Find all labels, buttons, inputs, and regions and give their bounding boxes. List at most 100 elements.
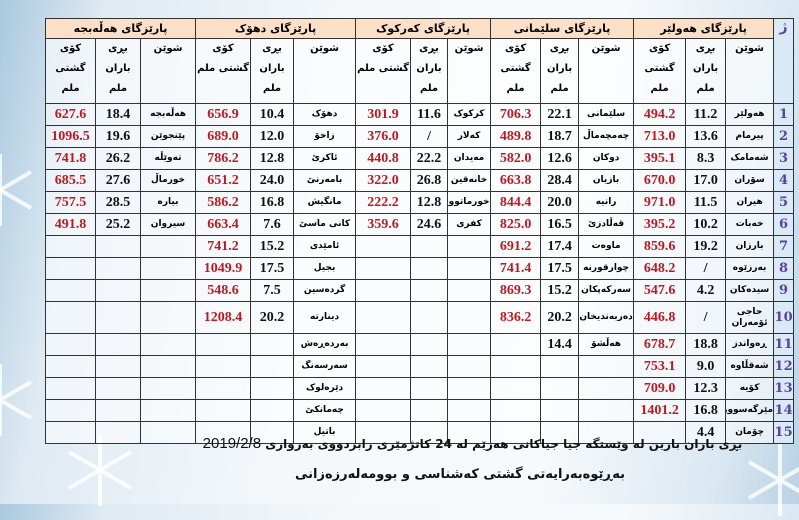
station-name: سلێمانی [578, 103, 635, 126]
province-header: پارێزگای سلێمانی [490, 18, 635, 39]
rainfall-value: / [685, 301, 727, 334]
rainfall-value: 19.2 [685, 235, 727, 258]
total-rainfall-value: 709.0 [633, 377, 687, 400]
rainfall-value [95, 421, 142, 444]
table-row: 5 هیران 11.5 971.0 رانیە 20.0 844.4 خورماتوو 12.… [44, 191, 795, 214]
total-rainfall-value: 1096.5 [44, 125, 97, 148]
rainfall-value: 27.6 [95, 169, 142, 192]
station-name [140, 333, 197, 356]
report-date: 2019/2/8 [202, 435, 262, 452]
total-rainfall-value [195, 377, 252, 400]
rainfall-value [95, 279, 142, 302]
total-rainfall-value: 395.1 [633, 147, 687, 170]
station-name [447, 355, 492, 378]
total-rainfall-value [44, 257, 97, 280]
total-rainfall-value: 651.2 [195, 169, 252, 192]
total-rainfall-value: 1401.2 [633, 399, 687, 422]
station-name: باتیل [293, 421, 357, 444]
station-name: سیدەکان [725, 279, 775, 302]
total-rainfall-value [355, 301, 412, 334]
total-header: کۆی گشتی ملم [44, 38, 97, 104]
station-name [140, 301, 197, 334]
row-number: 8 [773, 257, 795, 280]
table-row: 12 شەقڵاوە 9.0 753.1 سەرسەنگ [44, 355, 795, 378]
row-number: 2 [773, 125, 795, 148]
rainfall-value [540, 377, 580, 400]
rainfall-value [410, 377, 449, 400]
total-rainfall-value [44, 399, 97, 422]
table-row: 10 حاجی ئۆمەران/446.8 دەربەندیخان 20.2 836.2… [44, 301, 795, 334]
rainfall-value: 10.2 [685, 213, 727, 236]
station-name: سیروان [140, 213, 197, 236]
station-name: مێرگەسوور [725, 399, 775, 422]
row-number: 6 [773, 213, 795, 236]
total-rainfall-value [355, 333, 412, 356]
station-name: پیرمام [725, 125, 775, 148]
station-name [447, 301, 492, 334]
place-header: شوێن [140, 38, 197, 104]
row-number: 12 [773, 355, 795, 378]
place-header: شوێن [293, 38, 357, 104]
rainfall-value [410, 355, 449, 378]
total-rainfall-value: 582.0 [490, 147, 542, 170]
table-row: 13 کۆیە 12.3 709.0 دێرەلوک [44, 377, 795, 400]
total-rainfall-value: 586.2 [195, 191, 252, 214]
rainfall-value: / [685, 257, 727, 280]
rainfall-value [410, 235, 449, 258]
snowflake-decoration-icon [0, 154, 33, 226]
total-rainfall-value [44, 421, 97, 444]
rainfall-value [250, 421, 295, 444]
total-rainfall-value [44, 355, 97, 378]
station-name: هەولێر [725, 103, 775, 126]
station-name: مانگیش [293, 191, 357, 214]
rainfall-value: 16.5 [540, 213, 580, 236]
station-name [578, 377, 635, 400]
rainfall-value [250, 333, 295, 356]
total-rainfall-value [355, 355, 412, 378]
station-name: کانی ماسێ [293, 213, 357, 236]
total-rainfall-value: 548.6 [195, 279, 252, 302]
rainfall-value: 26.8 [410, 169, 449, 192]
station-name [447, 235, 492, 258]
row-number: 1 [773, 103, 795, 126]
total-rainfall-value: 753.1 [633, 355, 687, 378]
total-rainfall-value: 656.9 [195, 103, 252, 126]
station-name [140, 377, 197, 400]
total-rainfall-value [195, 333, 252, 356]
total-rainfall-value: 663.4 [195, 213, 252, 236]
station-name: شەقڵاوە [725, 355, 775, 378]
total-rainfall-value: 713.0 [633, 125, 687, 148]
rainfall-value [95, 301, 142, 334]
station-name [140, 355, 197, 378]
station-name: کەلار [447, 125, 492, 148]
station-name: سەرکەپکان [578, 279, 635, 302]
organization-name: بەڕێوەبەرایەتی گشتی کەشناسی و بوومەلەرزە… [294, 467, 626, 482]
rainfall-value: 16.8 [685, 399, 727, 422]
rainfall-value: 13.6 [685, 125, 727, 148]
table-row: 6 خەبات 10.2 395.2 قەڵادزێ 16.5 825.0 کفری 24.6 3… [44, 213, 795, 236]
station-name: حاجی ئۆمەران [725, 301, 775, 334]
rainfall-value: 16.8 [250, 191, 295, 214]
total-rainfall-value [195, 421, 252, 444]
row-number: 5 [773, 191, 795, 214]
row-number: 4 [773, 169, 795, 192]
station-name: تەوێڵە [140, 147, 197, 170]
rainfall-value: 28.5 [95, 191, 142, 214]
station-name [140, 257, 197, 280]
rainfall-value [410, 399, 449, 422]
rainfall-value [95, 399, 142, 422]
province-header: پارێزگای هەڵەبجە [44, 18, 197, 39]
total-rainfall-value [44, 301, 97, 334]
station-name: پێنجوێن [140, 125, 197, 148]
station-name [447, 279, 492, 302]
station-name: سەرسەنگ [293, 355, 357, 378]
rain-header: بڕی باران ملم [685, 38, 727, 104]
total-rainfall-value: 663.8 [490, 169, 542, 192]
total-rainfall-value [355, 235, 412, 258]
total-header: کۆی گشتی ملم [633, 38, 687, 104]
total-rainfall-value: 491.8 [44, 213, 97, 236]
rainfall-value [410, 333, 449, 356]
row-number: 15 [773, 421, 795, 444]
total-rainfall-value [44, 235, 97, 258]
rain-header: بڕی باران ملم [540, 38, 580, 104]
